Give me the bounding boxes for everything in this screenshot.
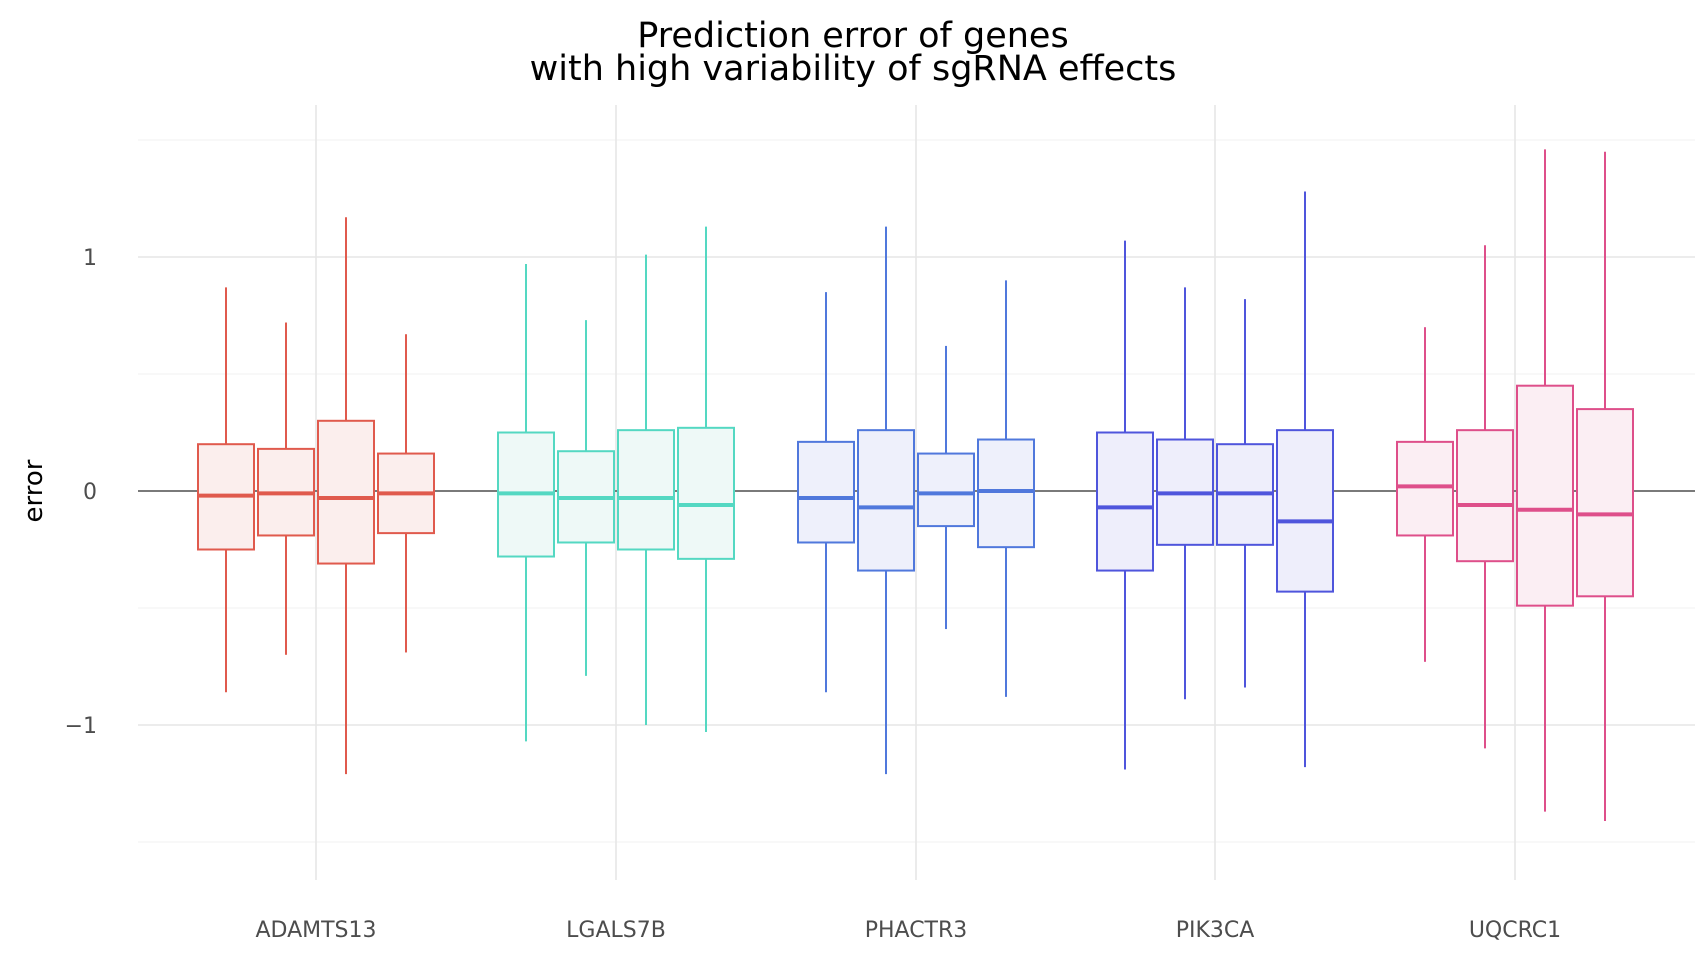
x-tick-label-lgals7b: LGALS7B	[566, 918, 666, 943]
box-body	[797, 440, 855, 544]
y-tick-label: 1	[83, 246, 97, 271]
box-uqcrc1-2	[1456, 245, 1514, 749]
box-body	[317, 419, 375, 565]
boxes-layer	[197, 149, 1634, 821]
box-group-adamts13	[197, 217, 435, 775]
x-tick-label-phactr3: PHACTR3	[865, 918, 968, 943]
box-uqcrc1-1	[1396, 327, 1454, 662]
box-uqcrc1-3	[1516, 149, 1574, 812]
box-adamts13-1	[197, 287, 255, 693]
box-pik3ca-3	[1216, 299, 1274, 688]
box-group-uqcrc1	[1396, 149, 1634, 821]
box-pik3ca-2	[1156, 287, 1214, 700]
box-phactr3-2	[857, 226, 915, 775]
box-phactr3-1	[797, 292, 855, 693]
x-tick-label-adamts13: ADAMTS13	[255, 918, 376, 943]
box-uqcrc1-4	[1576, 151, 1634, 821]
box-body	[857, 429, 915, 572]
box-body	[917, 452, 975, 528]
x-tick-label-uqcrc1: UQCRC1	[1469, 918, 1561, 943]
chart-title-line-2: with high variability of sgRNA effects	[530, 49, 1177, 89]
box-adamts13-3	[317, 217, 375, 775]
box-lgals7b-2	[557, 320, 615, 676]
box-pik3ca-4	[1276, 191, 1334, 768]
box-phactr3-4	[977, 280, 1035, 697]
x-tick-label-pik3ca: PIK3CA	[1176, 918, 1255, 943]
box-adamts13-2	[257, 322, 315, 655]
box-group-pik3ca	[1096, 191, 1334, 770]
box-body	[1096, 431, 1154, 572]
box-body	[1276, 429, 1334, 593]
box-body	[1516, 384, 1574, 607]
box-body	[677, 426, 735, 560]
y-axis-title: error	[19, 459, 49, 522]
box-pik3ca-1	[1096, 240, 1154, 770]
box-body	[1576, 408, 1634, 598]
y-tick-label: 0	[83, 480, 97, 505]
axis-labels-layer: −1 0 1 ADAMTS13 LGALS7B PHACTR3 PIK3CA UQCRC1	[65, 246, 1562, 943]
box-body	[1456, 429, 1514, 563]
box-lgals7b-4	[677, 226, 735, 733]
box-adamts13-4	[377, 334, 435, 653]
box-body	[1396, 440, 1454, 537]
box-group-phactr3	[797, 226, 1035, 775]
box-body	[977, 438, 1035, 549]
box-lgals7b-3	[617, 254, 675, 725]
box-group-lgals7b	[497, 226, 735, 742]
y-tick-label: −1	[65, 714, 97, 739]
box-body	[617, 429, 675, 551]
chart-title-line-1: Prediction error of genes	[637, 16, 1068, 56]
box-lgals7b-1	[497, 264, 555, 742]
box-phactr3-3	[917, 345, 975, 630]
